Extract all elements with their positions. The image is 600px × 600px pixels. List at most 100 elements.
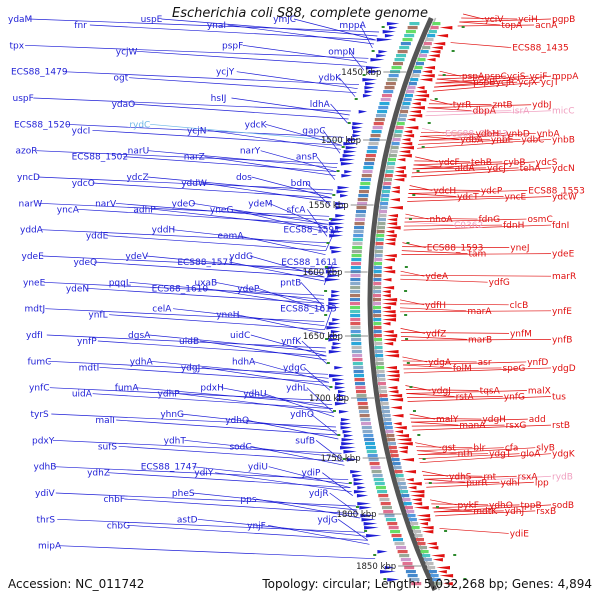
cog-block <box>384 178 393 182</box>
gene-connector-right <box>401 253 552 255</box>
gene-label-left: ydgJ <box>181 363 200 373</box>
gene-label-left: ECS88_1502 <box>72 153 129 163</box>
gene-label-right: clcB <box>510 301 529 311</box>
reverse-gene-arrow <box>384 354 400 358</box>
cog-block <box>367 146 378 150</box>
gene-connector-right <box>416 446 473 449</box>
gene-label-left: ynfC <box>29 384 49 394</box>
gene-connector-left <box>129 281 325 300</box>
forward-gene-arrow <box>340 194 349 198</box>
reverse-gene-arrow <box>386 226 401 230</box>
cog-block <box>397 550 408 554</box>
reverse-gene-arrow <box>409 110 421 114</box>
cog-block <box>393 134 402 138</box>
reverse-gene-arrow <box>382 290 391 294</box>
reverse-gene-arrow <box>419 78 433 82</box>
cog-block <box>353 234 364 238</box>
tick-mark <box>324 314 328 316</box>
cog-block <box>356 394 367 398</box>
cog-block <box>355 210 366 214</box>
forward-gene-arrow <box>352 134 361 138</box>
gene-label-left: rydC <box>129 120 150 130</box>
cog-block <box>373 478 384 482</box>
cog-block <box>379 102 390 106</box>
gene-connector-left <box>249 255 325 278</box>
tick-mark <box>341 146 345 148</box>
gene-connector-right <box>401 339 552 341</box>
cog-block <box>373 122 384 126</box>
reverse-gene-arrow <box>387 390 399 394</box>
reverse-gene-arrow <box>382 278 392 282</box>
reverse-gene-arrow <box>387 214 399 218</box>
gene-label-left: ECS88_1520 <box>14 120 71 130</box>
gene-connector-right <box>436 75 506 80</box>
reverse-gene-arrow <box>390 190 400 194</box>
gene-connector-left <box>268 466 351 489</box>
cog-block <box>377 374 386 378</box>
cog-block <box>358 194 369 198</box>
gene-connector-left <box>245 419 339 440</box>
gene-label-right: mdtK <box>473 507 498 517</box>
cog-block <box>375 486 386 490</box>
tick-mark <box>383 578 387 580</box>
gene-label-left: ydiY <box>194 469 214 479</box>
gene-label-right: pspB <box>473 78 495 88</box>
gene-label-left: ydeE <box>22 252 45 262</box>
forward-gene-arrow <box>350 470 362 474</box>
gene-label-right: ynfM <box>510 329 532 339</box>
forward-gene-arrow <box>332 342 342 346</box>
tick-mark <box>406 242 410 244</box>
reverse-gene-arrow <box>387 386 398 390</box>
reverse-gene-arrow <box>388 394 403 398</box>
gene-connector-left <box>135 387 333 406</box>
gene-label-right: ECS88_1553 <box>528 186 585 196</box>
forward-gene-arrow <box>386 22 400 26</box>
gene-label-left: narW <box>19 199 43 209</box>
gene-connector-right <box>405 389 479 391</box>
cog-block <box>385 82 396 86</box>
cog-block <box>379 206 388 210</box>
gene-connector-right <box>411 418 528 423</box>
gene-label-right: rsxG <box>506 421 527 431</box>
kbp-label: 1650 kbp <box>303 332 343 342</box>
gene-label-left: celA <box>152 305 172 315</box>
cog-block <box>381 194 390 198</box>
gene-label-left: fumA <box>115 384 140 394</box>
gene-connector-left <box>250 445 345 466</box>
forward-gene-arrow <box>353 490 368 494</box>
gene-connector-right <box>432 81 540 92</box>
cog-block <box>422 46 431 50</box>
gene-label-left: ydbK <box>318 74 342 84</box>
gene-label-right: pgpB <box>552 15 575 25</box>
gene-label-right: nth <box>458 450 473 460</box>
cog-block <box>374 250 383 254</box>
cog-block <box>364 438 375 442</box>
gene-label-right: pspC <box>484 72 506 82</box>
cog-block <box>386 166 395 170</box>
cog-block <box>416 538 425 542</box>
gene-connector-left <box>303 367 331 391</box>
cog-block <box>375 238 384 242</box>
gene-label-right: fdnG <box>478 215 500 225</box>
gene-connector-left <box>40 229 327 244</box>
cog-block <box>354 218 365 222</box>
tick-mark <box>354 98 358 100</box>
gene-label-right: ydhI <box>501 478 520 488</box>
gene-connector-left <box>97 340 327 357</box>
gene-connector-left <box>257 288 325 312</box>
gene-connector-right <box>402 360 477 363</box>
gene-label-left: yhnG <box>160 410 184 420</box>
forward-gene-arrow <box>352 130 362 134</box>
gene-label-left: ECS88_1747 <box>141 463 198 473</box>
gene-connector-right <box>418 453 520 460</box>
forward-gene-arrow <box>328 306 341 310</box>
cog-block <box>380 98 391 102</box>
gene-label-right: manA <box>459 421 486 431</box>
cog-block <box>387 442 396 446</box>
gene-connector-right <box>425 475 552 484</box>
cog-block <box>377 490 388 494</box>
forward-gene-arrow <box>328 322 341 326</box>
gene-label-left: ECS88_1613 <box>280 305 337 315</box>
cog-block <box>376 234 385 238</box>
cog-block <box>357 202 368 206</box>
